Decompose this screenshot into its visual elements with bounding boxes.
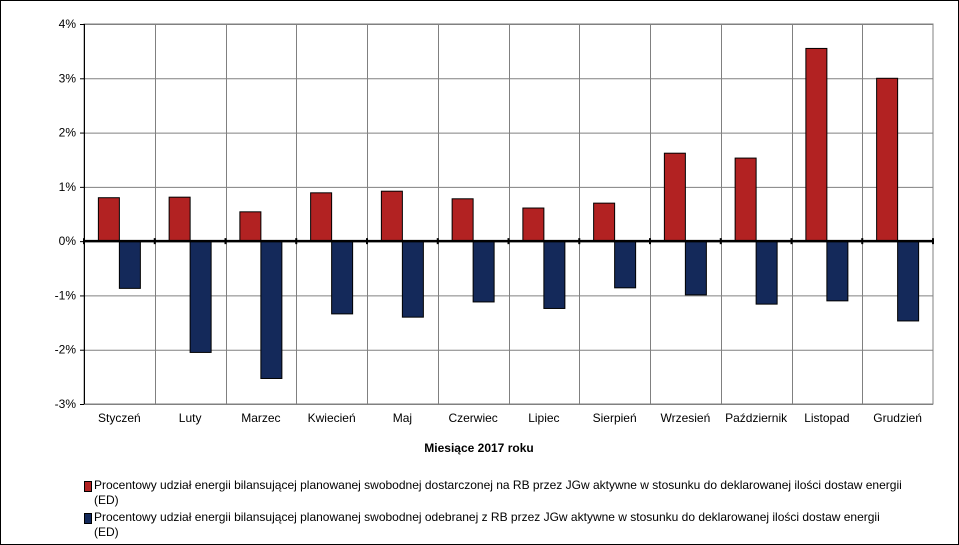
legend-swatch-blue	[84, 513, 92, 524]
x-tick-label: Czerwiec	[448, 411, 497, 425]
legend-label: Procentowy udział energii bilansującej p…	[94, 510, 880, 539]
bar-delivered-5	[451, 198, 474, 242]
bar-delivered-2	[239, 211, 262, 242]
y-tick-label: -3%	[55, 397, 77, 411]
axes	[80, 24, 934, 405]
bar-delivered-6	[522, 207, 545, 242]
bar-delivered-8	[663, 152, 686, 242]
x-tick-label: Październik	[725, 411, 788, 425]
x-tick-label: Sierpień	[593, 411, 637, 425]
x-tick-label: Luty	[179, 411, 202, 425]
legend-swatch-red	[84, 481, 92, 492]
bar-received-4	[401, 240, 424, 318]
bars	[97, 47, 920, 379]
x-tick-label: Maj	[393, 411, 412, 425]
bar-delivered-10	[805, 47, 828, 242]
bar-received-3	[331, 240, 354, 315]
x-tick-label: Wrzesień	[660, 411, 710, 425]
bar-delivered-11	[876, 77, 899, 242]
bar-received-1	[189, 240, 212, 353]
bar-delivered-0	[97, 197, 120, 242]
x-tick-label: Marzec	[241, 411, 280, 425]
bar-delivered-7	[593, 202, 616, 242]
bar-received-5	[472, 240, 495, 303]
bar-received-7	[614, 240, 637, 289]
x-axis-title: Miesiące 2017 roku	[424, 441, 533, 455]
x-tick-label: Styczeń	[98, 411, 141, 425]
y-tick-label: 2%	[59, 126, 77, 140]
bar-received-9	[755, 240, 778, 305]
bar-delivered-4	[380, 190, 403, 242]
legend-label: Procentowy udział energii bilansującej p…	[94, 478, 902, 507]
y-tick-label: 1%	[59, 180, 77, 194]
bar-received-8	[684, 240, 707, 296]
bar-received-2	[260, 240, 283, 379]
bar-delivered-3	[310, 192, 333, 242]
y-tick-label: 4%	[59, 17, 77, 31]
bar-delivered-1	[168, 196, 191, 242]
x-tick-labels: Styczeń Luty Marzec Kwiecień Maj Czerwiec Lipi…	[98, 411, 922, 425]
legend: Procentowy udział energii bilansującej p…	[84, 478, 904, 542]
x-tick-label: Lipiec	[528, 411, 559, 425]
x-tick-label: Listopad	[804, 411, 849, 425]
legend-item-delivered: Procentowy udział energii bilansującej p…	[84, 478, 904, 508]
x-tick-label: Kwiecień	[308, 411, 356, 425]
y-tick-label: -2%	[55, 343, 77, 357]
y-tick-labels: 4% 3% 2% 1% 0% -1% -2% -3%	[55, 17, 77, 411]
y-tick-label: 3%	[59, 71, 77, 85]
bar-received-6	[543, 240, 566, 309]
bar-received-11	[897, 240, 920, 322]
x-tick-label: Grudzień	[873, 411, 922, 425]
bar-received-0	[118, 240, 141, 289]
y-tick-label: -1%	[55, 288, 77, 302]
y-tick-label: 0%	[59, 234, 77, 248]
legend-item-received: Procentowy udział energii bilansującej p…	[84, 510, 904, 540]
bar-received-10	[826, 240, 849, 302]
bar-delivered-9	[734, 157, 757, 242]
